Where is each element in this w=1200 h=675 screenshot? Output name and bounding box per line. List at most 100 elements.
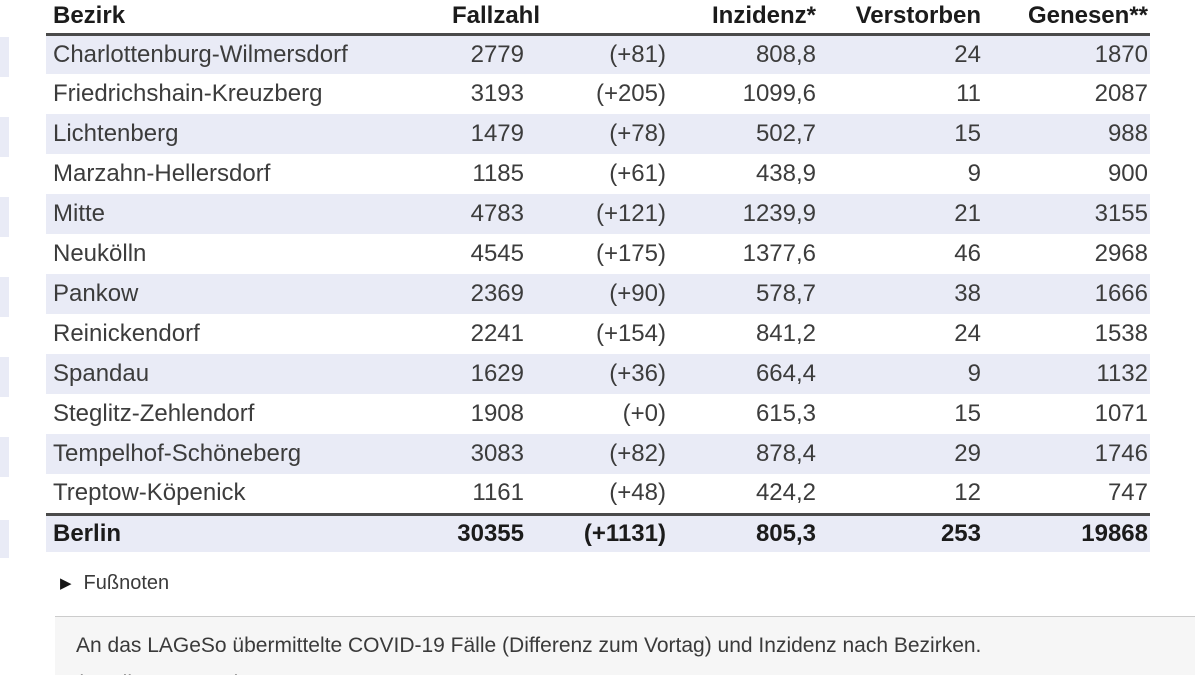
value-cell: 4545 <box>470 240 524 267</box>
value-cell: 1666 <box>1094 280 1148 307</box>
value-cell: 1071 <box>1094 400 1148 427</box>
district-name: Lichtenberg <box>53 120 179 147</box>
table-row: Spandau 1629 (+36) 664,4 9 1132 <box>46 354 1150 394</box>
table-row: Treptow-Köpenick 1161 (+48) 424,2 12 747 <box>46 474 1150 514</box>
value-cell: 1479 <box>470 120 524 147</box>
value-cell: 9 <box>967 160 981 187</box>
cropped-row-stripe <box>0 437 9 477</box>
district-name: Friedrichshain-Kreuzberg <box>53 80 323 107</box>
value-cell: 2369 <box>470 280 524 307</box>
value-cell: 841,2 <box>755 320 816 347</box>
column-header-genesen: Genesen** <box>1027 2 1148 30</box>
value-cell: 664,4 <box>755 360 816 387</box>
value-cell: 615,3 <box>755 400 816 427</box>
value-cell: 2241 <box>470 320 524 347</box>
district-name: Berlin <box>53 519 122 547</box>
table-row: Charlottenburg-Wilmersdorf 2779 (+81) 808,8… <box>46 34 1150 74</box>
caption-text: An das LAGeSo übermittelte COVID-19 Fäll… <box>76 634 982 657</box>
cropped-row-stripe <box>0 197 9 237</box>
value-cell: 438,9 <box>755 160 816 187</box>
table-header-row: Bezirk Fallzahl Inzidenz* Verstorben Genesen… <box>46 0 1150 34</box>
footnotes-toggle[interactable]: ▶ Fußnoten <box>60 569 169 597</box>
value-cell: 21 <box>954 200 981 227</box>
covid-table: Bezirk Fallzahl Inzidenz* Verstorben Genesen… <box>46 0 1150 552</box>
footnotes-label: Fußnoten <box>83 571 170 594</box>
value-cell: (+154) <box>595 320 666 347</box>
district-name: Spandau <box>53 360 150 387</box>
value-cell: 15 <box>954 400 981 427</box>
value-cell: 11 <box>956 80 981 107</box>
cropped-row-stripe <box>0 277 9 317</box>
district-name: Treptow-Köpenick <box>53 479 246 507</box>
value-cell: (+0) <box>622 400 666 427</box>
value-cell: 24 <box>954 40 981 68</box>
value-cell: 9 <box>967 360 981 387</box>
district-name: Charlottenburg-Wilmersdorf <box>53 40 348 68</box>
value-cell: 1239,9 <box>742 200 816 227</box>
district-name: Mitte <box>53 200 106 227</box>
value-cell: 3193 <box>470 80 524 107</box>
table-row: Steglitz-Zehlendorf 1908 (+0) 615,3 15 1071 <box>46 394 1150 434</box>
value-cell: 1377,6 <box>742 240 816 267</box>
value-cell: 1746 <box>1094 440 1148 467</box>
value-cell: (+1131) <box>583 519 666 547</box>
value-cell: 12 <box>954 479 981 507</box>
value-cell: 1870 <box>1094 40 1148 68</box>
value-cell: 46 <box>954 240 981 267</box>
caption-source: (Quelle: LAGeSo) <box>76 672 1175 675</box>
value-cell: 878,4 <box>755 440 816 467</box>
value-cell: 253 <box>940 519 981 547</box>
table-total-row: Berlin 30355 (+1131) 805,3 253 19868 <box>46 514 1150 552</box>
district-name: Pankow <box>53 280 139 307</box>
value-cell: (+82) <box>609 440 666 467</box>
value-cell: 3083 <box>470 440 524 467</box>
value-cell: (+121) <box>595 200 666 227</box>
column-header-verstorben: Verstorben <box>855 2 981 30</box>
value-cell: 19868 <box>1081 519 1148 547</box>
value-cell: 3155 <box>1094 200 1148 227</box>
table-body: Charlottenburg-Wilmersdorf 2779 (+81) 808,8… <box>46 34 1150 514</box>
value-cell: 30355 <box>457 519 524 547</box>
column-header-fallzahl: Fallzahl <box>451 2 540 30</box>
district-name: Neukölln <box>53 240 147 267</box>
table-row: Marzahn-Hellersdorf 1185 (+61) 438,9 9 900 <box>46 154 1150 194</box>
table-row: Mitte 4783 (+121) 1239,9 21 3155 <box>46 194 1150 234</box>
value-cell: 808,8 <box>755 40 816 68</box>
column-header-bezirk: Bezirk <box>53 2 126 30</box>
district-name: Marzahn-Hellersdorf <box>53 160 271 187</box>
value-cell: 4783 <box>470 200 524 227</box>
value-cell: (+90) <box>609 280 666 307</box>
value-cell: 578,7 <box>755 280 816 307</box>
value-cell: (+36) <box>609 360 666 387</box>
value-cell: (+61) <box>609 160 666 187</box>
value-cell: 1161 <box>472 479 524 507</box>
caption-box: An das LAGeSo übermittelte COVID-19 Fäll… <box>55 616 1195 675</box>
value-cell: 29 <box>954 440 981 467</box>
value-cell: 2087 <box>1094 80 1148 107</box>
district-name: Steglitz-Zehlendorf <box>53 400 255 427</box>
value-cell: 1538 <box>1094 320 1148 347</box>
table-row: Pankow 2369 (+90) 578,7 38 1666 <box>46 274 1150 314</box>
cropped-row-stripe <box>0 520 9 558</box>
value-cell: 24 <box>954 320 981 347</box>
column-header-inzidenz: Inzidenz* <box>711 2 816 30</box>
table-row: Neukölln 4545 (+175) 1377,6 46 2968 <box>46 234 1150 274</box>
cropped-row-stripe <box>0 37 9 77</box>
value-cell: (+48) <box>609 479 666 507</box>
value-cell: 1908 <box>470 400 524 427</box>
value-cell: (+81) <box>609 40 666 68</box>
value-cell: 1629 <box>470 360 524 387</box>
table-row: Friedrichshain-Kreuzberg 3193 (+205) 1099,6… <box>46 74 1150 114</box>
value-cell: (+205) <box>595 80 666 107</box>
value-cell: 900 <box>1107 160 1148 187</box>
value-cell: 2779 <box>470 40 524 68</box>
table-row: Reinickendorf 2241 (+154) 841,2 24 1538 <box>46 314 1150 354</box>
cropped-row-stripe <box>0 117 9 157</box>
value-cell: (+78) <box>609 120 666 147</box>
district-name: Reinickendorf <box>53 320 200 347</box>
value-cell: 15 <box>954 120 981 147</box>
value-cell: 502,7 <box>755 120 816 147</box>
district-name: Tempelhof-Schöneberg <box>53 440 302 467</box>
value-cell: 1132 <box>1096 360 1148 387</box>
